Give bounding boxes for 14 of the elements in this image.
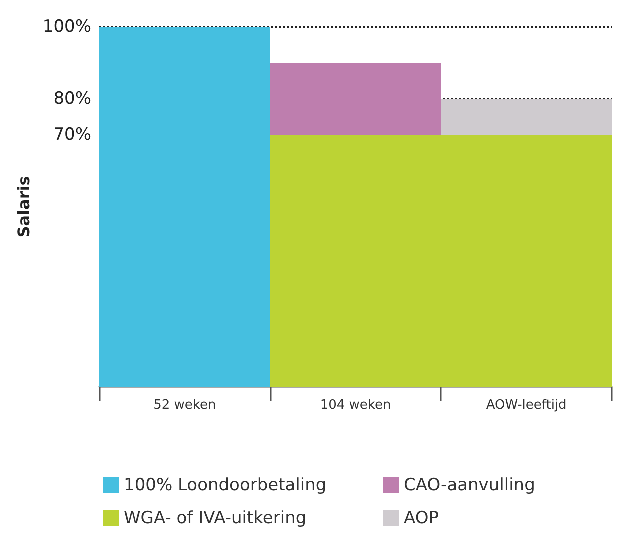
bar <box>441 99 612 135</box>
y-tick-label: 70% <box>54 125 92 145</box>
x-tick-label: 104 weken <box>320 398 392 413</box>
bar <box>270 63 442 135</box>
x-tick-label: 52 weken <box>154 398 216 413</box>
y-axis-title: Salaris <box>14 176 34 238</box>
y-tick-label: 100% <box>42 17 92 37</box>
x-tick-label: AOW-leeftijd <box>486 398 567 413</box>
legend-label: WGA- of IVA-uitkering <box>124 508 307 528</box>
legend-label: CAO-aanvulling <box>404 476 536 496</box>
legend-label: 100% Loondoorbetaling <box>124 476 327 496</box>
y-tick-label: 80% <box>54 89 92 109</box>
bar <box>100 27 270 387</box>
legend-label: AOP <box>404 508 439 528</box>
